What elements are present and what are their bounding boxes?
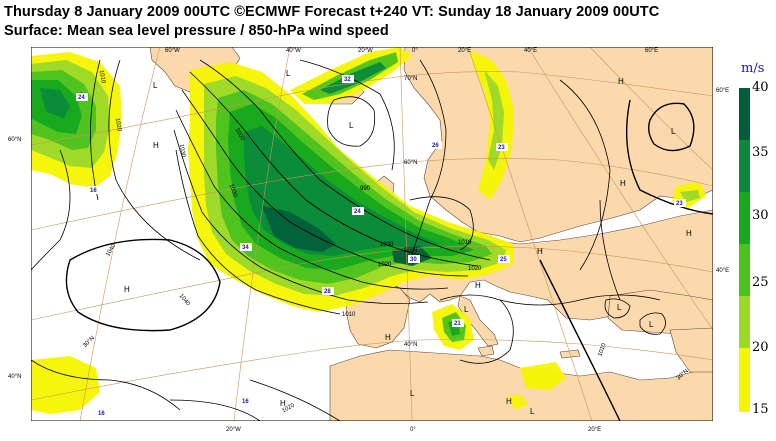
pressure-center: H (124, 285, 130, 294)
svg-text:28: 28 (324, 289, 331, 295)
pressure-center: L (349, 121, 354, 130)
isobar-label: 1020 (468, 266, 482, 272)
left-lat-label: 40°N (8, 374, 21, 380)
pressure-center: L (464, 305, 469, 314)
colorbar-tick-label: 40 (752, 80, 769, 95)
wind-label: 24 (352, 207, 364, 215)
colorbar-tick-label: 20 (752, 340, 769, 355)
svg-text:32: 32 (344, 77, 351, 83)
svg-text:21: 21 (454, 321, 461, 327)
lat-label: 70°N (404, 76, 417, 82)
colorbar-tick-label: 35 (752, 145, 769, 160)
bottom-label: 20°W (226, 427, 241, 433)
right-label: 40°E (716, 268, 729, 274)
colorbar (739, 88, 750, 412)
pressure-center: H (385, 333, 391, 342)
lon-label: 20°W (358, 48, 373, 54)
pressure-center: L (286, 69, 291, 78)
svg-text:16: 16 (90, 188, 97, 194)
wind-label: 16 (96, 409, 108, 417)
lat-label: 40°N (404, 342, 417, 348)
isobar-label: 1010 (597, 342, 607, 357)
svg-text:30: 30 (410, 257, 417, 263)
pressure-center: H (686, 229, 692, 238)
wind-label: 28 (322, 287, 334, 295)
colorbar-tick-label: 25 (752, 275, 769, 290)
right-label: 60°E (716, 88, 729, 94)
pressure-center: H (280, 399, 286, 408)
bottom-label: 20°E (588, 427, 601, 433)
pressure-center: H (475, 281, 481, 290)
wind-label: 23 (674, 199, 686, 207)
colorbar-segment (739, 244, 750, 296)
wind-label: 21 (452, 319, 464, 327)
wind-speed-labels: 16 16 16 24 24 26 28 23 23 25 30 34 21 3… (76, 75, 686, 417)
bottom-label: 0° (410, 427, 416, 433)
svg-text:16: 16 (98, 411, 105, 417)
wind-label: 34 (240, 243, 252, 251)
pressure-center: L (530, 407, 535, 416)
isobars (31, 59, 713, 421)
colorbar-tick-label: 30 (752, 208, 769, 223)
colorbar-segment (739, 348, 750, 412)
colorbar-tick-label: 15 (752, 402, 769, 417)
colorbar-segment (739, 140, 750, 192)
wind-label: 25 (498, 255, 510, 263)
pressure-center: L (153, 81, 158, 90)
lon-label: 40°W (286, 48, 301, 54)
colorbar-segment (739, 296, 750, 348)
coordinate-labels: 60°W 40°W 20°W 0° 20°E 40°E 60°E 70°N 60… (8, 48, 729, 433)
pressure-center: H (537, 247, 543, 256)
isobar-label: 990 (360, 186, 371, 192)
svg-text:16: 16 (242, 399, 249, 405)
isobar-label: 1010 (342, 312, 356, 318)
isobar-label: 1030 (178, 144, 186, 159)
isobar-label: 1030 (228, 183, 238, 198)
lon-label: 60°E (645, 48, 658, 54)
svg-text:34: 34 (242, 245, 249, 251)
wind-label: 23 (496, 143, 508, 151)
lon-label: 20°E (458, 48, 471, 54)
svg-text:26: 26 (432, 143, 439, 149)
isobar-label: 1010 (98, 70, 106, 85)
wind-label: 32 (342, 75, 354, 83)
isobar-label: 1030 (380, 242, 394, 248)
pressure-center: L (410, 389, 415, 398)
colorbar-segment (739, 88, 750, 140)
left-lat-label: 60°N (8, 137, 21, 143)
isobar-label: 1020 (114, 118, 122, 133)
pressure-center: L (671, 127, 676, 136)
map-title-line2: Surface: Mean sea level pressure / 850-h… (4, 23, 389, 39)
svg-text:23: 23 (498, 145, 505, 151)
lon-label: 0° (412, 48, 418, 54)
wind-label: 16 (88, 186, 100, 194)
pressure-center: H (618, 77, 624, 86)
wind-label: 30 (408, 255, 420, 263)
lat-label: 50°N (404, 248, 417, 254)
pressure-center: L (617, 303, 622, 312)
isobar-label: 1020 (378, 262, 392, 268)
colorbar-unit: m/s (741, 61, 765, 76)
lat-label: 60°N (404, 160, 417, 166)
lon-label: 60°W (165, 48, 180, 54)
land-areas (149, 47, 713, 421)
lon-label: 40°E (524, 48, 537, 54)
pressure-center: L (649, 320, 654, 329)
svg-text:23: 23 (676, 201, 683, 207)
wind-label: 16 (240, 397, 252, 405)
pressure-center: H (620, 179, 626, 188)
graticule (31, 47, 713, 421)
svg-text:24: 24 (354, 209, 361, 215)
colorbar-segment (739, 192, 750, 244)
wind-label: 24 (76, 93, 88, 101)
wind-label: 26 (430, 141, 442, 149)
pressure-center: H (153, 141, 159, 150)
pressure-center: H (506, 397, 512, 406)
svg-text:24: 24 (78, 95, 85, 101)
svg-text:25: 25 (500, 257, 507, 263)
isobar-label: 1010 (458, 240, 472, 246)
map-title-line1: Thursday 8 January 2009 00UTC ©ECMWF For… (4, 4, 660, 20)
